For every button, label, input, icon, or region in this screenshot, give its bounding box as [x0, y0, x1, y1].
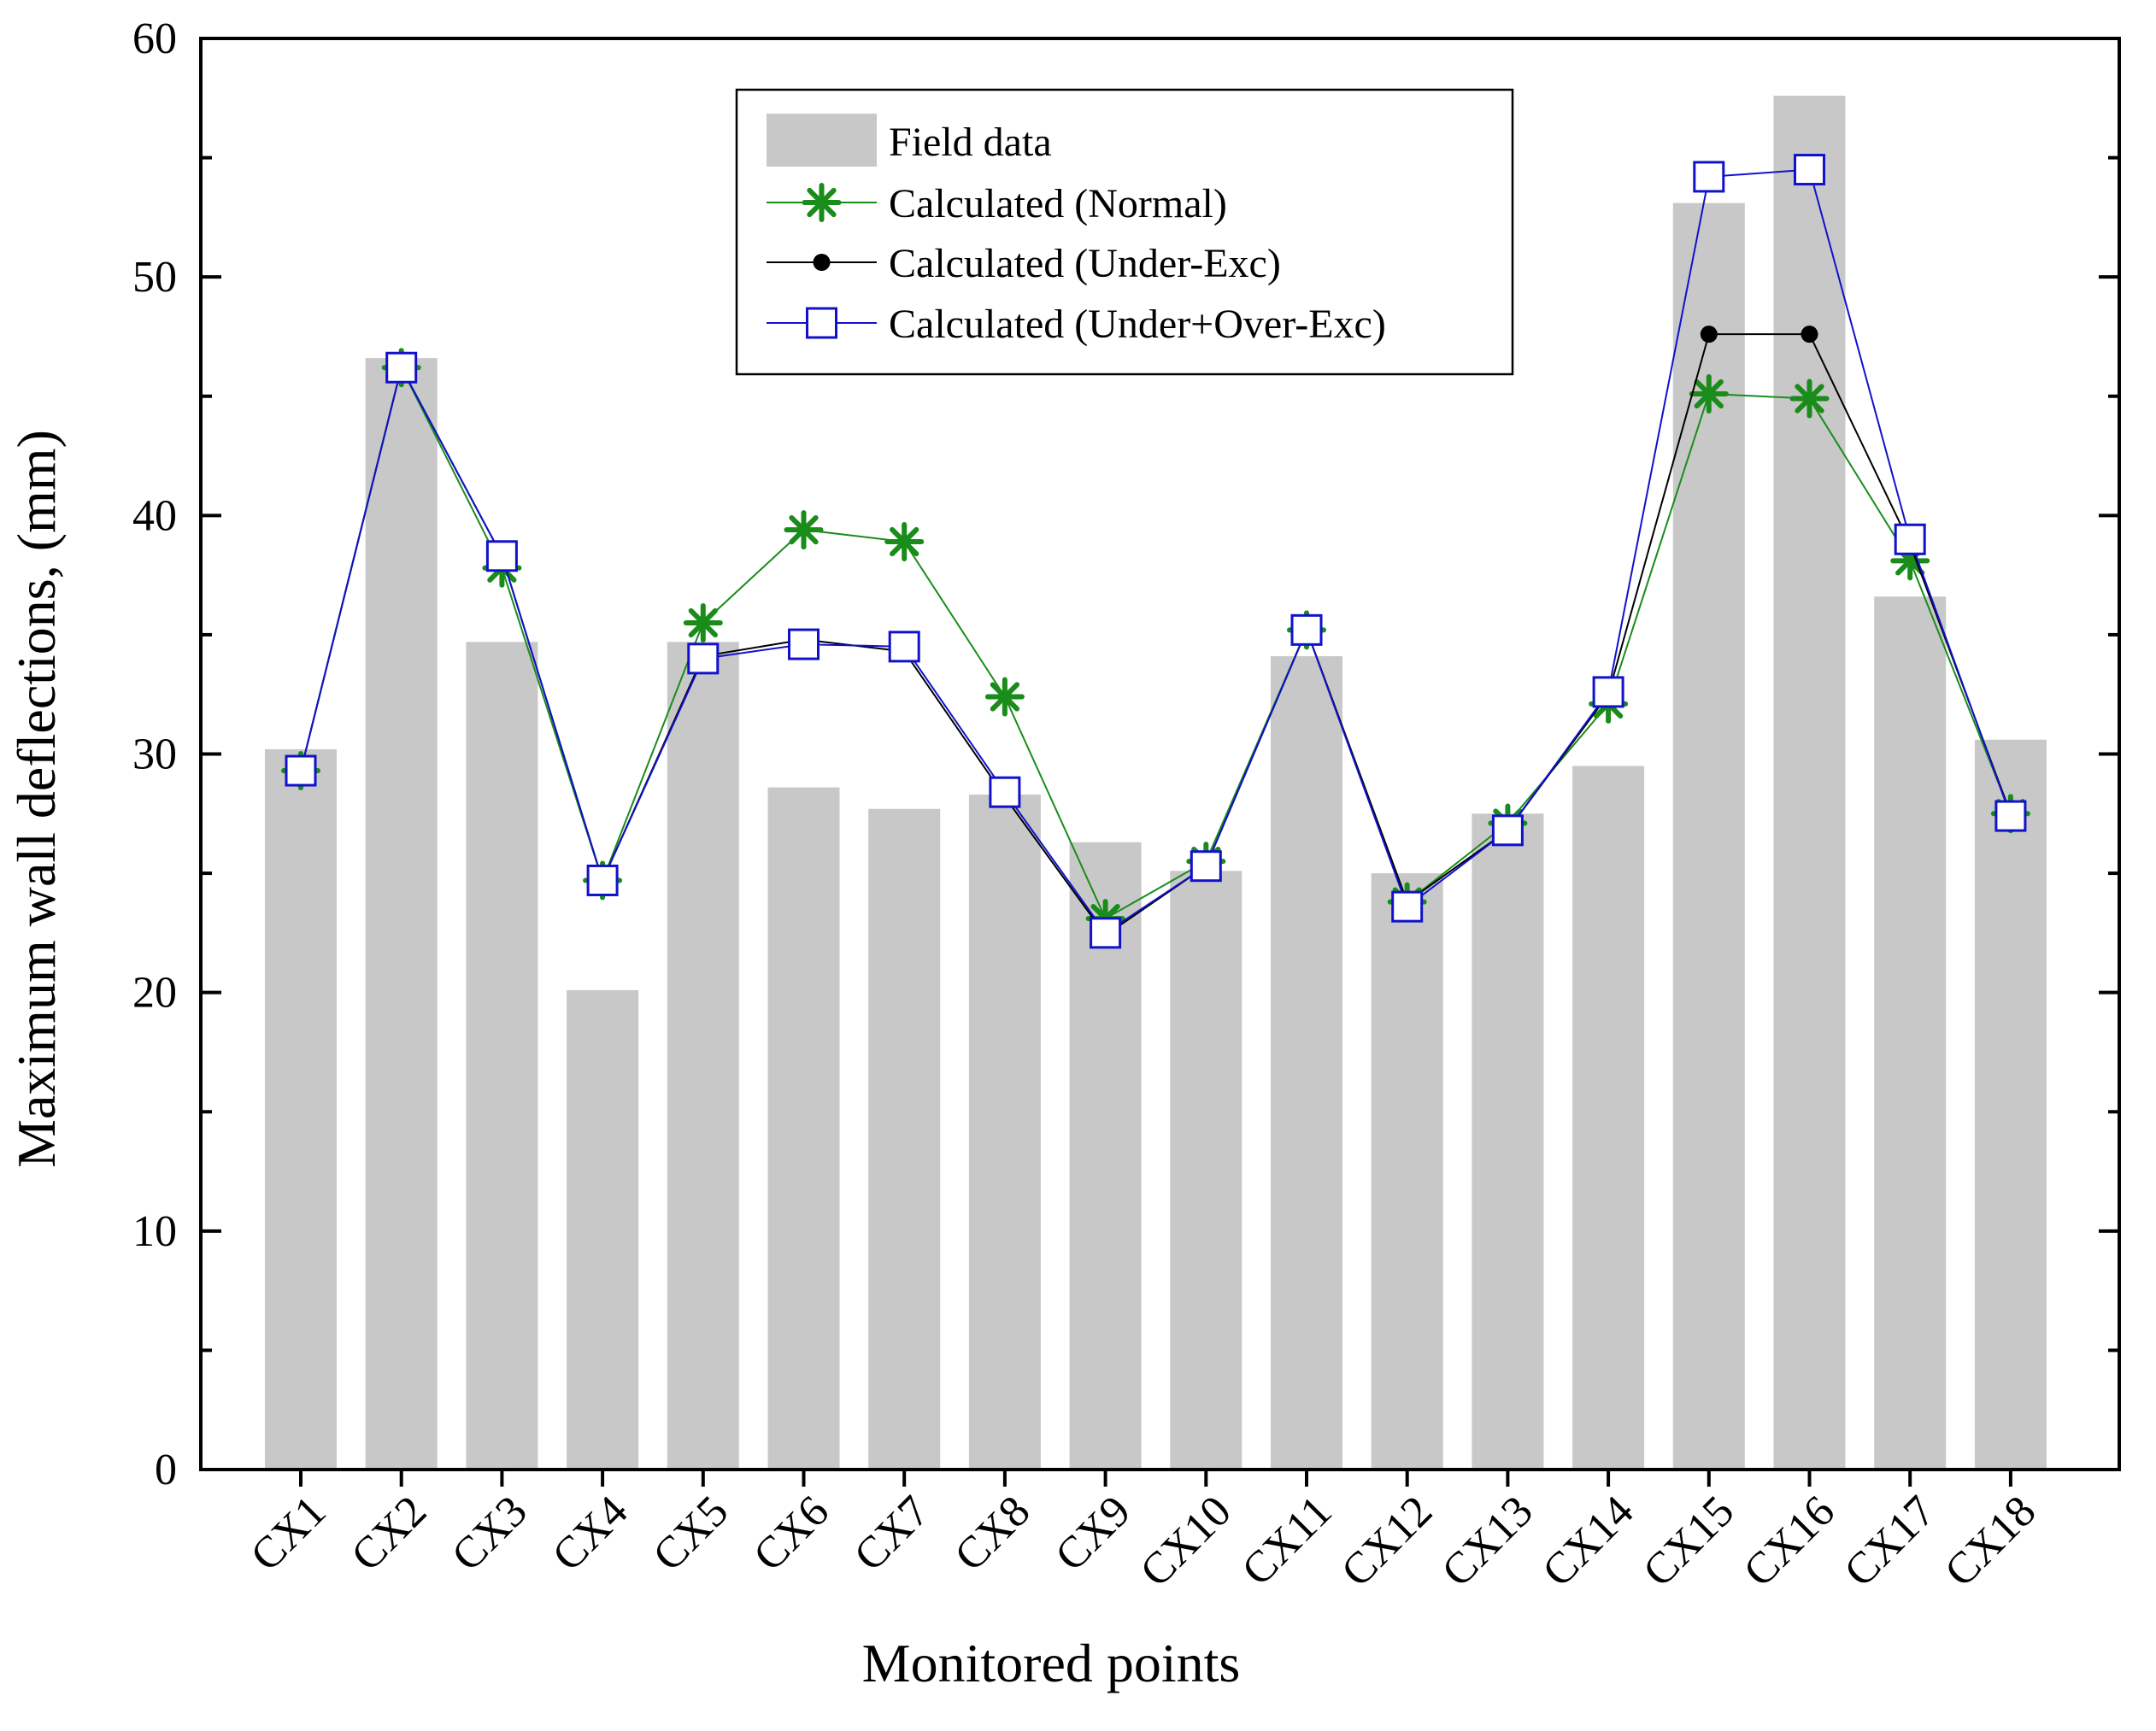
line-calculated-normal — [300, 365, 2012, 920]
legend-marker-calculated-normal — [802, 183, 842, 222]
point-calculated-under-over-exc-cx16 — [1794, 154, 1825, 186]
bar-cx15 — [1672, 202, 1745, 1470]
x-tick-label-cx18: CX18 — [1936, 1487, 2045, 1596]
point-calculated-normal-cx8 — [984, 677, 1025, 717]
point-calculated-under-over-exc-cx3 — [485, 540, 518, 572]
x-tick-label-cx5: CX5 — [644, 1487, 738, 1581]
x-tick-label-cx9: CX9 — [1046, 1487, 1140, 1581]
x-tick-label-cx6: CX6 — [744, 1487, 838, 1581]
bar-cx7 — [868, 808, 941, 1470]
bar-cx6 — [767, 787, 840, 1470]
point-calculated-under-exc-cx15 — [1700, 326, 1718, 343]
x-axis-title: Monitored points — [862, 1633, 1241, 1693]
bars-layer — [265, 96, 2047, 1470]
bar-cx2 — [365, 358, 438, 1470]
lines-layer — [281, 154, 2030, 949]
legend-label-calculated-under-over-exc: Calculated (Under+Over-Exc) — [889, 302, 1386, 347]
point-calculated-under-over-exc-cx11 — [1290, 613, 1323, 646]
point-calculated-under-over-exc-cx9 — [1090, 917, 1122, 949]
x-tick-label-cx7: CX7 — [845, 1487, 939, 1581]
x-tick-label-cx1: CX1 — [242, 1487, 336, 1581]
y-tick-label: 60 — [132, 15, 177, 63]
legend-marker-calculated-under-over-exc — [806, 307, 837, 339]
y-tick-label: 0 — [155, 1446, 177, 1494]
x-tick-label-cx17: CX17 — [1836, 1487, 1945, 1596]
point-calculated-under-exc-cx16 — [1801, 326, 1818, 343]
point-calculated-under-over-exc-cx5 — [687, 643, 720, 675]
point-calculated-normal-cx16 — [1789, 378, 1830, 419]
line-calculated-under-exc — [300, 333, 2012, 937]
point-calculated-under-over-exc-cx6 — [788, 628, 820, 660]
point-calculated-under-over-exc-cx18 — [1994, 800, 2027, 832]
legend-label-field-data: Field data — [889, 120, 1052, 165]
y-tick-label: 50 — [132, 253, 177, 302]
point-calculated-normal-cx15 — [1689, 373, 1729, 414]
bar-cx3 — [466, 642, 538, 1470]
x-tick-label-cx3: CX3 — [443, 1487, 537, 1581]
point-calculated-under-over-exc-cx1 — [285, 754, 317, 787]
line-calculated-under-over-exc — [300, 168, 2012, 935]
bar-cx17 — [1874, 596, 1947, 1470]
point-calculated-under-over-exc-cx13 — [1491, 814, 1524, 847]
point-calculated-normal-cx7 — [884, 522, 925, 562]
legend-label-calculated-under-exc: Calculated (Under-Exc) — [889, 241, 1281, 286]
bar-cx4 — [567, 989, 639, 1470]
x-tick-label-cx14: CX14 — [1533, 1487, 1642, 1596]
x-tick-label-cx11: CX11 — [1233, 1487, 1342, 1595]
point-calculated-under-over-exc-cx4 — [586, 864, 619, 896]
y-tick-label: 20 — [132, 969, 177, 1018]
legend: Field data Calculated (Normal) Calculated … — [735, 88, 1514, 376]
y-tick-label: 40 — [132, 491, 177, 540]
x-tick-label-cx8: CX8 — [946, 1487, 1040, 1581]
y-axis-title: Maximum wall deflections, (mm) — [6, 430, 67, 1168]
x-tick-label-cx13: CX13 — [1433, 1487, 1542, 1596]
point-calculated-under-over-exc-cx15 — [1693, 161, 1725, 193]
bar-cx10 — [1170, 871, 1242, 1470]
point-calculated-under-over-exc-cx14 — [1592, 676, 1624, 708]
point-calculated-under-over-exc-cx2 — [385, 351, 418, 384]
point-calculated-normal-cx6 — [784, 510, 824, 550]
point-calculated-under-over-exc-cx10 — [1190, 850, 1222, 883]
x-tick-label-cx4: CX4 — [543, 1487, 637, 1581]
point-calculated-under-over-exc-cx7 — [888, 631, 920, 663]
bar-cx1 — [265, 748, 337, 1470]
bar-cx18 — [1974, 739, 2047, 1470]
x-tick-label-cx16: CX16 — [1735, 1487, 1844, 1596]
x-tick-label-cx15: CX15 — [1634, 1487, 1743, 1596]
bar-cx11 — [1271, 656, 1342, 1470]
x-tick-label-cx10: CX10 — [1131, 1487, 1241, 1596]
bar-cx12 — [1371, 873, 1443, 1470]
legend-marker-calculated-under-exc — [813, 254, 831, 271]
point-calculated-under-over-exc-cx17 — [1894, 523, 1926, 555]
bar-cx16 — [1773, 96, 1846, 1470]
point-calculated-under-over-exc-cx12 — [1391, 890, 1424, 923]
x-tick-label-cx12: CX12 — [1332, 1487, 1442, 1596]
legend-label-calculated-normal: Calculated (Normal) — [889, 181, 1227, 226]
x-tick-label-cx2: CX2 — [342, 1487, 436, 1581]
legend-swatch-field-data — [767, 114, 877, 167]
point-calculated-under-over-exc-cx8 — [989, 776, 1021, 808]
bar-cx8 — [968, 794, 1041, 1470]
y-tick-label: 10 — [132, 1207, 177, 1256]
bar-cx13 — [1472, 813, 1544, 1470]
bar-cx14 — [1572, 766, 1645, 1470]
point-calculated-normal-cx5 — [683, 602, 723, 643]
bar-cx5 — [667, 642, 739, 1470]
y-tick-label: 30 — [132, 731, 177, 779]
